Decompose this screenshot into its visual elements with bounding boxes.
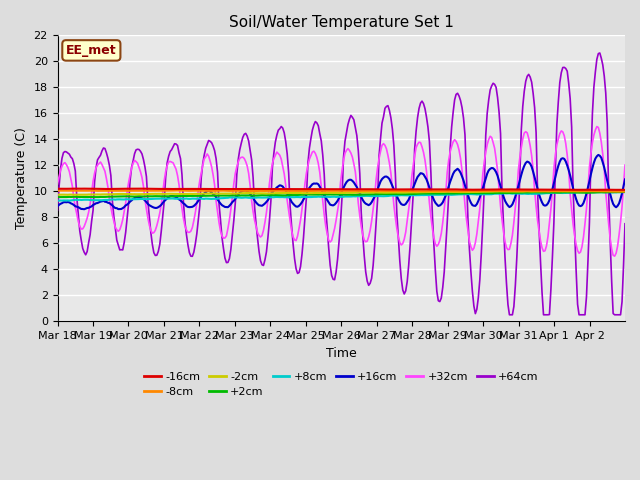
Y-axis label: Temperature (C): Temperature (C) [15,127,28,229]
X-axis label: Time: Time [326,347,356,360]
Title: Soil/Water Temperature Set 1: Soil/Water Temperature Set 1 [229,15,454,30]
Text: EE_met: EE_met [66,44,116,57]
Legend: -16cm, -8cm, -2cm, +2cm, +8cm, +16cm, +32cm, +64cm: -16cm, -8cm, -2cm, +2cm, +8cm, +16cm, +3… [140,367,543,401]
